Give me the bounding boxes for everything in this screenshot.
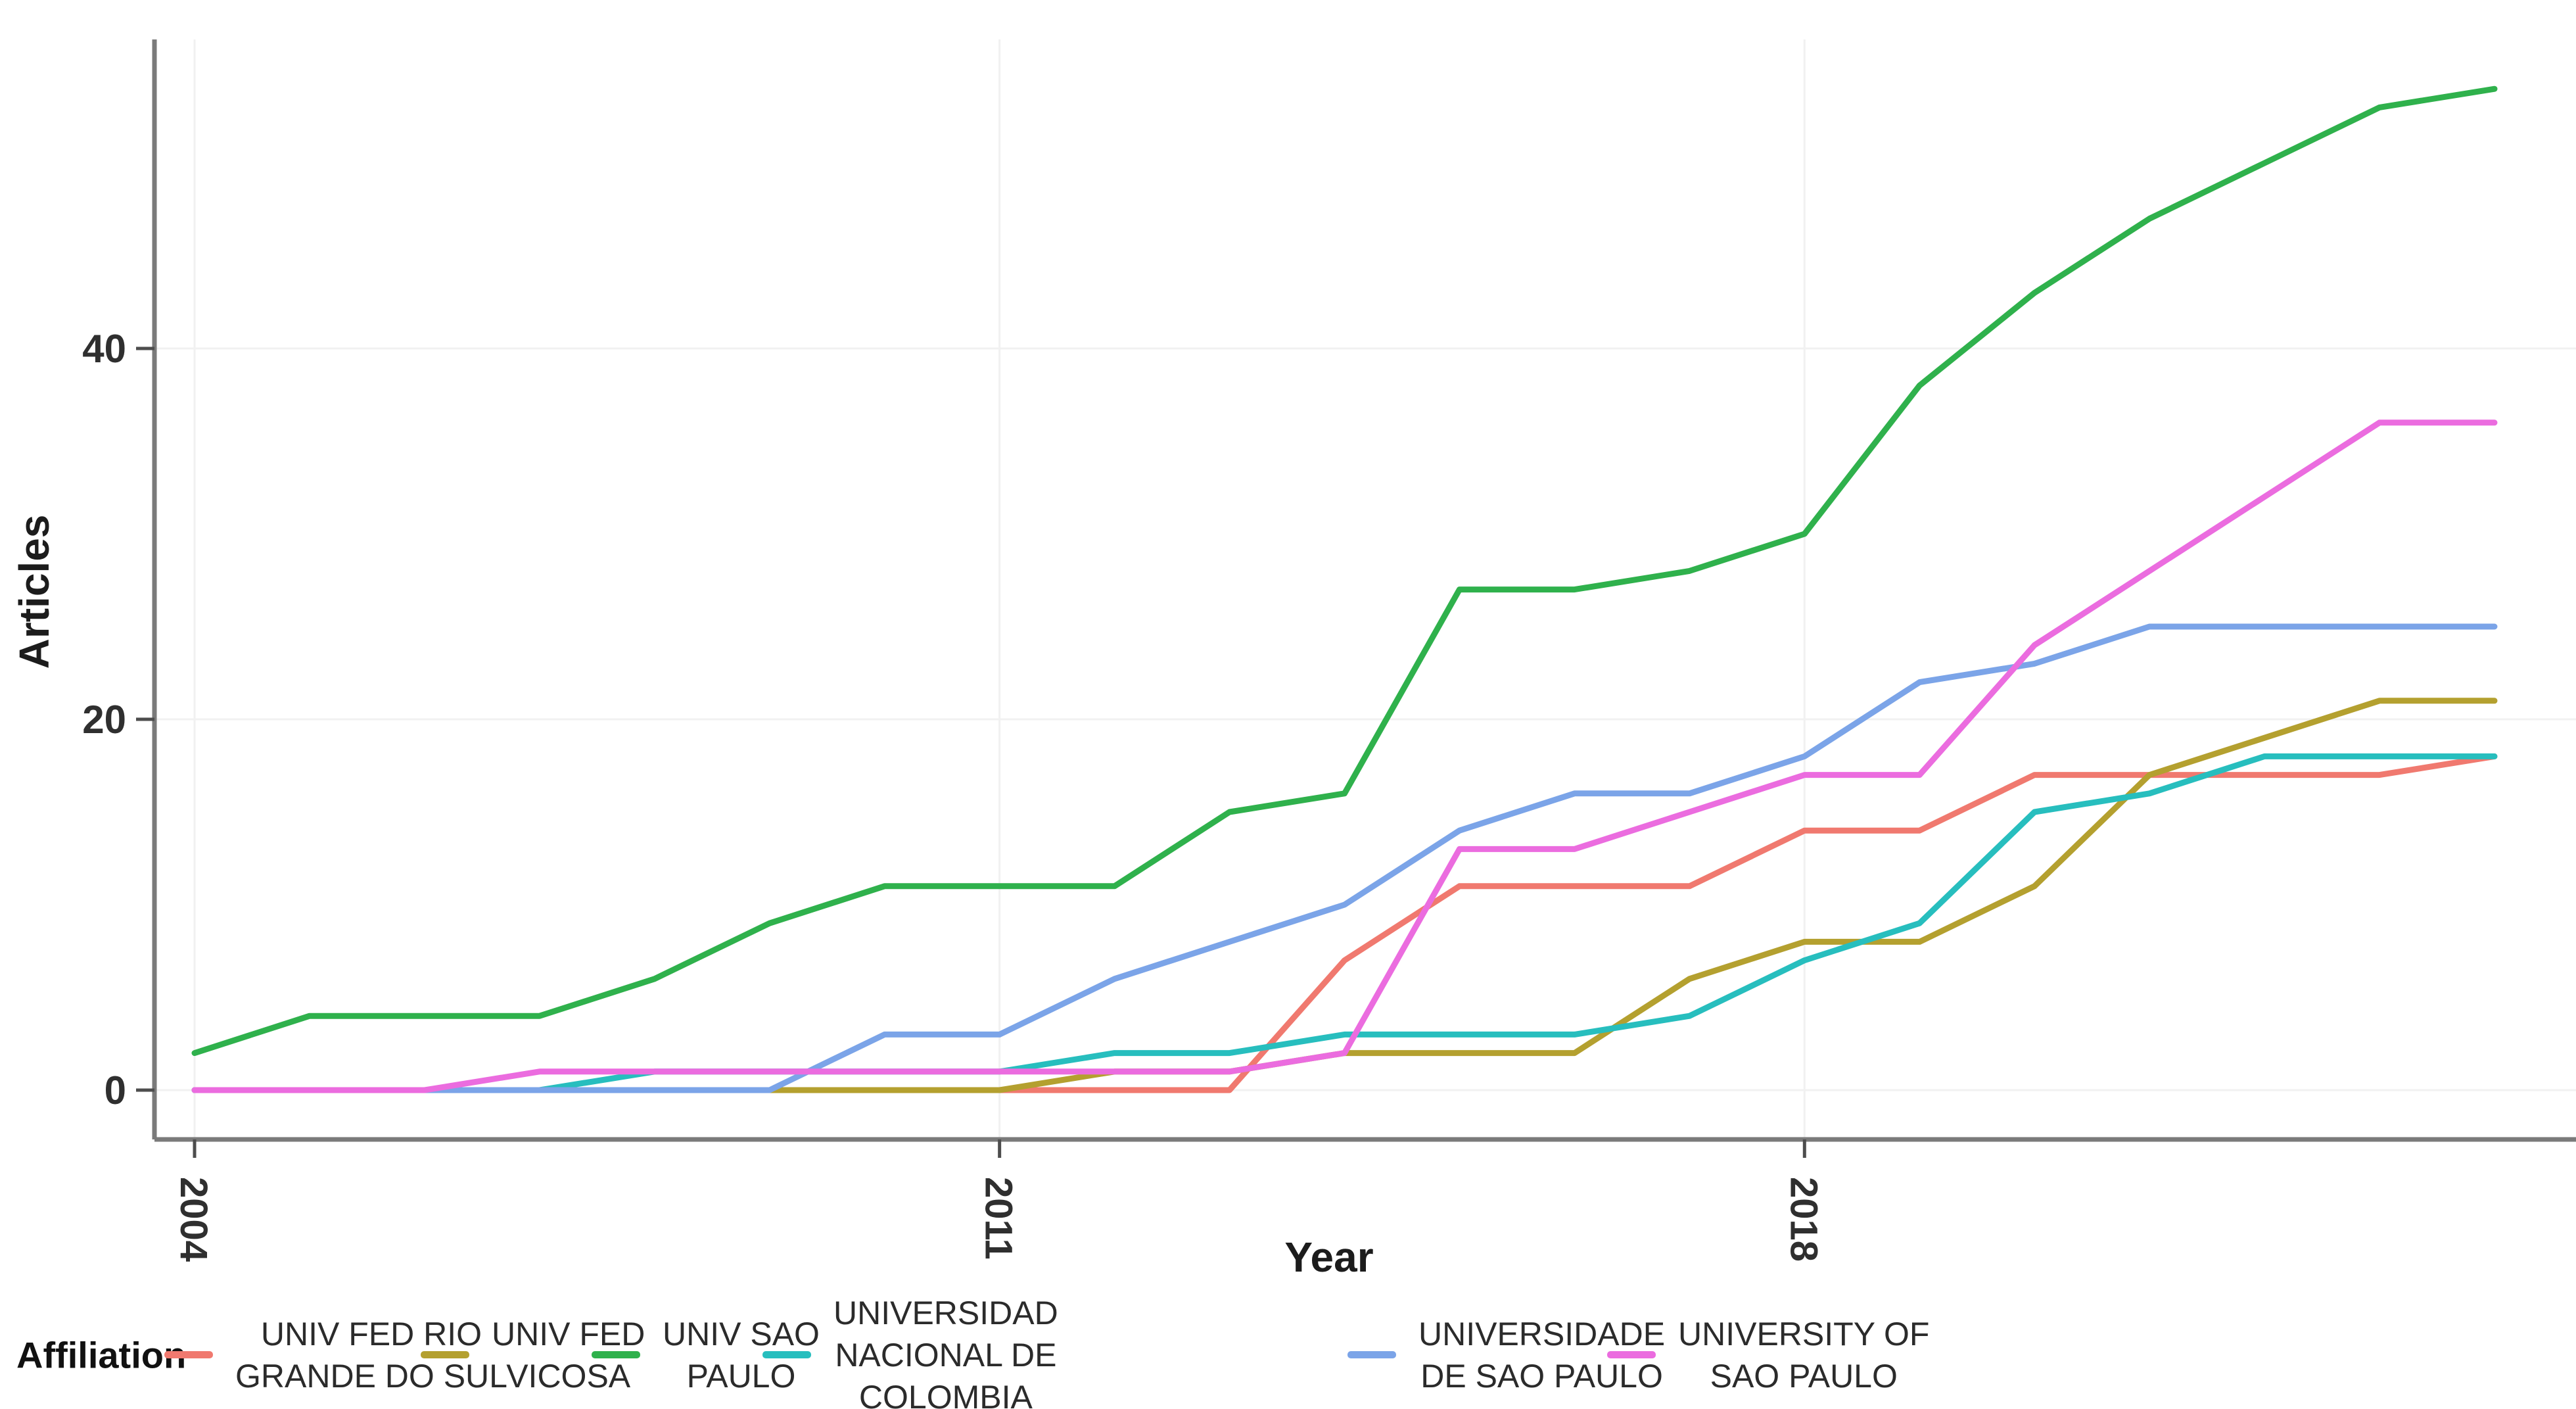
x-tick-label: 2011 [977, 1177, 1020, 1260]
series-line [191, 623, 2498, 1093]
y-tick-label: 40 [82, 327, 126, 371]
x-tick-label: 2004 [172, 1177, 215, 1262]
legend-entry-label: UNIVERSIDADE DE SAO PAULO [1418, 1315, 1666, 1395]
legend-line-swatch [1347, 1351, 1396, 1358]
legend-entry: UNIVERSITY OF SAO PAULO [1607, 1313, 1929, 1397]
legend-entry: UNIV FED VICOSA [421, 1313, 645, 1397]
series-line [191, 419, 2498, 1093]
legend: Affiliation UNIV FED RIO GRANDE DO SUL UNI… [0, 1295, 2576, 1409]
legend-entry-label: UNIV SAO PAULO [663, 1315, 820, 1395]
y-axis-title: Articles [11, 514, 58, 669]
series-line [191, 753, 2498, 1093]
legend-line-swatch [592, 1351, 640, 1358]
x-tick-label: 2018 [1782, 1177, 1825, 1262]
legend-entry-label: UNIV FED VICOSA [492, 1315, 645, 1395]
y-tick-label: 0 [105, 1068, 126, 1112]
legend-entry: UNIV FED RIO GRANDE DO SUL [164, 1313, 507, 1397]
legend-entry-label: UNIVERSIDAD NACIONAL DE COLOMBIA [833, 1294, 1058, 1409]
x-axis-title: Year [1284, 1233, 1374, 1281]
legend-entry-label: UNIVERSITY OF SAO PAULO [1678, 1315, 1930, 1395]
legend-entry: UNIVERSIDADE DE SAO PAULO [1347, 1313, 1665, 1397]
legend-line-swatch [762, 1351, 811, 1358]
series-line [191, 753, 2498, 1093]
legend-title: Affiliation [16, 1334, 187, 1375]
legend-line-swatch [164, 1351, 213, 1358]
legend-entry: UNIVERSIDAD NACIONAL DE COLOMBIA [762, 1292, 1058, 1409]
y-tick-label: 20 [82, 698, 126, 742]
legend-entry: UNIV SAO PAULO [592, 1313, 820, 1397]
legend-entry-label: UNIV FED RIO GRANDE DO SUL [235, 1315, 507, 1395]
series-line [191, 85, 2498, 1057]
legend-line-swatch [421, 1351, 469, 1358]
legend-line-swatch [1607, 1351, 1656, 1358]
